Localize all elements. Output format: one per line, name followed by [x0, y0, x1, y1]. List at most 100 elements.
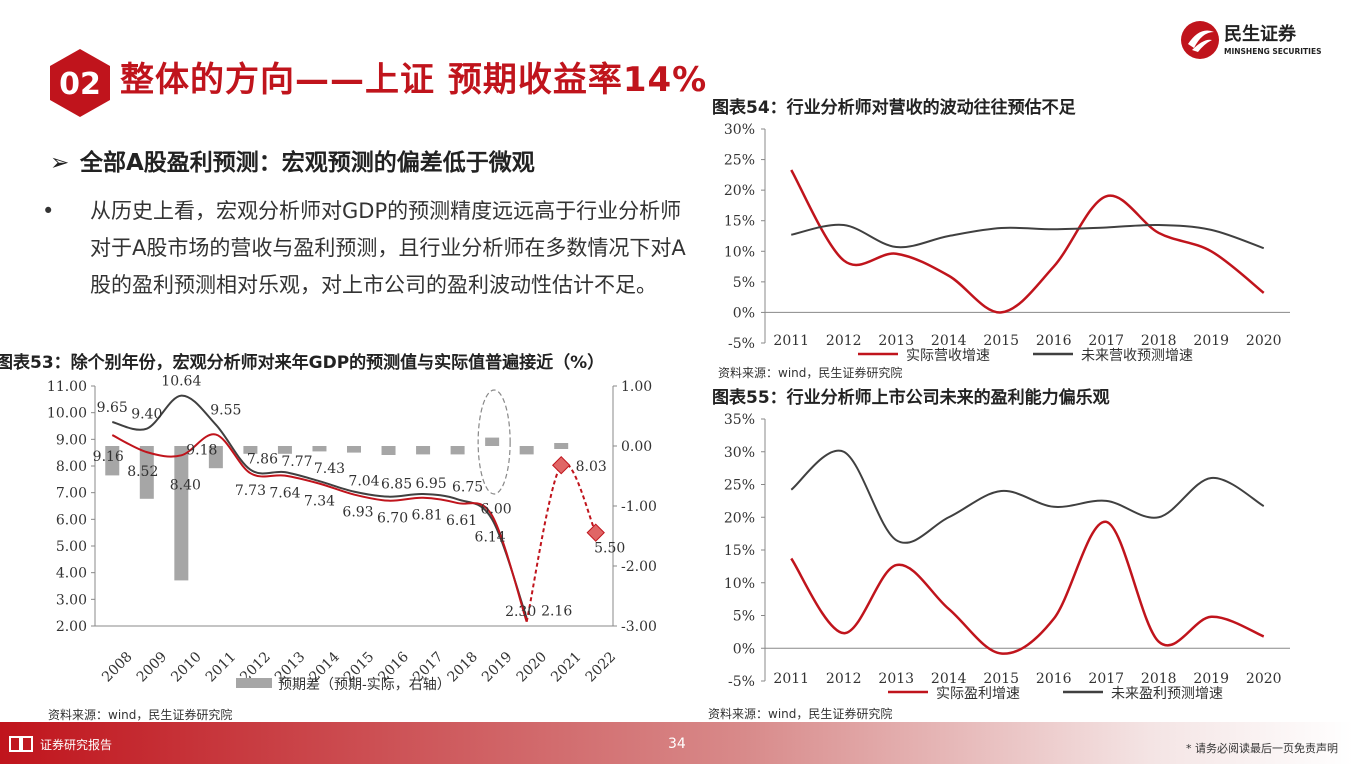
open-book-icon	[9, 736, 33, 752]
x-tick-label: 2008	[99, 649, 136, 686]
diff-bar	[381, 446, 396, 455]
fig53-title: 图表53：除个别年份，宏观分析师对来年GDP的预测值与实际值普遍接近（%）	[0, 353, 605, 373]
section-heading: ➢ 全部A股盈利预测：宏观预测的偏差低于微观	[50, 143, 535, 177]
x-tick-label: 2014	[931, 671, 967, 687]
y-tick-label: 4.00	[56, 566, 87, 582]
actual-data-label: 9.16	[93, 449, 124, 465]
forecast-data-label: 6.75	[452, 479, 483, 495]
forecast-data-label: 9.55	[210, 403, 241, 419]
paragraph-text: 从历史上看，宏观分析师对GDP的预测精度远远高于行业分析师对于A股市场的营收与盈…	[90, 199, 686, 297]
forecast-data-label: 10.64	[161, 374, 201, 390]
diff-bar	[243, 446, 258, 454]
y-tick-label: 3.00	[56, 592, 87, 608]
y-tick-label: -5%	[728, 336, 755, 352]
projection-data-label: 8.03	[576, 459, 607, 475]
legend-swatch	[236, 678, 272, 688]
fig55-source: 资料来源：wind，民生证券研究院	[708, 707, 893, 721]
actual-data-label: 7.64	[269, 486, 300, 502]
x-tick-label: 2020	[1246, 671, 1282, 687]
y-tick-label: 2.00	[56, 619, 87, 635]
y-tick-label: 30%	[724, 445, 755, 461]
y2-tick-label: 1.00	[621, 379, 652, 395]
fig55-title: 图表55：行业分析师上市公司未来的盈利能力偏乐观	[712, 388, 1110, 408]
x-tick-label: 2015	[983, 333, 1019, 349]
forecast-data-label: 6.85	[381, 477, 412, 493]
y-tick-label: 35%	[724, 412, 755, 428]
diff-bar	[554, 443, 569, 449]
diff-bar	[105, 446, 120, 476]
x-tick-label: 2016	[1036, 671, 1072, 687]
forecast-line	[112, 394, 528, 619]
actual-data-label: 6.93	[342, 505, 373, 521]
y-tick-label: 5%	[733, 609, 755, 625]
y-tick-label: 11.00	[47, 379, 87, 395]
legend-label: 实际盈利增速	[936, 686, 1020, 702]
y-tick-label: 10%	[724, 244, 755, 260]
diff-bar	[277, 446, 292, 454]
series-line-1	[791, 223, 1265, 250]
x-tick-label: 2021	[548, 649, 585, 686]
y2-tick-label: -1.00	[621, 499, 657, 515]
x-tick-label: 2018	[1141, 671, 1177, 687]
x-tick-label: 2012	[826, 333, 862, 349]
legend-label: 预期差（预期-实际，右轴）	[278, 677, 451, 693]
projection-data-label: 5.50	[594, 541, 625, 557]
svg-text:MINSHENG SECURITIES: MINSHENG SECURITIES	[1224, 47, 1322, 56]
actual-data-label: 8.52	[127, 464, 158, 480]
x-tick-label: 2019	[1193, 333, 1229, 349]
y-tick-label: 30%	[724, 122, 755, 138]
diff-bar	[139, 446, 154, 499]
legend-label: 未来营收预测增速	[1081, 348, 1193, 364]
forecast-data-label: 6.00	[481, 501, 512, 517]
disclaimer: * 请务必阅读最后一页免责声明	[1186, 742, 1338, 755]
actual-data-label: 6.81	[411, 508, 442, 524]
y-tick-label: -5%	[728, 674, 755, 690]
actual-data-label: 2.16	[541, 604, 572, 620]
legend-label: 未来盈利预测增速	[1111, 686, 1223, 702]
y-tick-label: 0%	[733, 641, 755, 657]
y2-tick-label: 0.00	[621, 439, 652, 455]
projection-marker	[552, 456, 571, 475]
projection-line	[525, 462, 597, 622]
actual-data-label: 6.14	[475, 530, 506, 546]
x-tick-label: 2014	[931, 333, 967, 349]
x-tick-label: 2013	[878, 671, 914, 687]
actual-data-label: 7.73	[235, 483, 266, 499]
series-line-0	[790, 520, 1265, 655]
fig54-chart: -5% 0% 5% 10% 15% 20% 25% 30% 2011 2012 2013 2014 20…	[724, 122, 1290, 364]
forecast-data-label: 7.86	[247, 452, 278, 468]
fig53-chart: 2.00 3.00 4.00 5.00 6.00 7.00 8.00 9.00 10.00 11.…	[47, 374, 657, 693]
diff-bar	[450, 446, 465, 455]
x-tick-label: 2011	[773, 333, 809, 349]
diff-bar	[519, 446, 534, 455]
y-tick-label: 15%	[724, 214, 755, 230]
x-tick-label: 2020	[1246, 333, 1282, 349]
highlight-ellipse	[477, 389, 511, 495]
forecast-data-label: 7.04	[348, 474, 379, 490]
bullet-dot-icon: •	[42, 199, 55, 223]
actual-line	[111, 433, 528, 623]
footer-label: 证券研究报告	[40, 738, 113, 752]
projection-marker	[586, 523, 605, 542]
fig53-source: 资料来源：wind，民生证券研究院	[48, 708, 233, 722]
y-tick-label: 5%	[733, 275, 755, 291]
forecast-data-label: 7.77	[281, 454, 312, 470]
y-tick-label: 9.00	[56, 432, 87, 448]
x-tick-label: 2011	[203, 649, 240, 686]
y-tick-label: 6.00	[56, 512, 87, 528]
diff-bar	[347, 446, 361, 453]
y-tick-label: 15%	[724, 543, 755, 559]
y-tick-label: 10%	[724, 576, 755, 592]
x-tick-label: 2022	[583, 649, 620, 686]
x-tick-label: 2009	[134, 649, 171, 686]
diff-bar	[485, 437, 500, 446]
footer-bar	[0, 722, 1353, 764]
section-heading-text: 全部A股盈利预测：宏观预测的偏差低于微观	[80, 150, 535, 176]
x-tick-label: 2017	[1088, 671, 1124, 687]
arrow-bullet-icon: ➢	[50, 150, 70, 176]
y-tick-label: 10.00	[47, 406, 87, 422]
x-tick-label: 2013	[878, 333, 914, 349]
diff-bar	[416, 446, 431, 455]
y-tick-label: 20%	[724, 183, 755, 199]
fig54-source: 资料来源：wind，民生证券研究院	[718, 366, 903, 380]
